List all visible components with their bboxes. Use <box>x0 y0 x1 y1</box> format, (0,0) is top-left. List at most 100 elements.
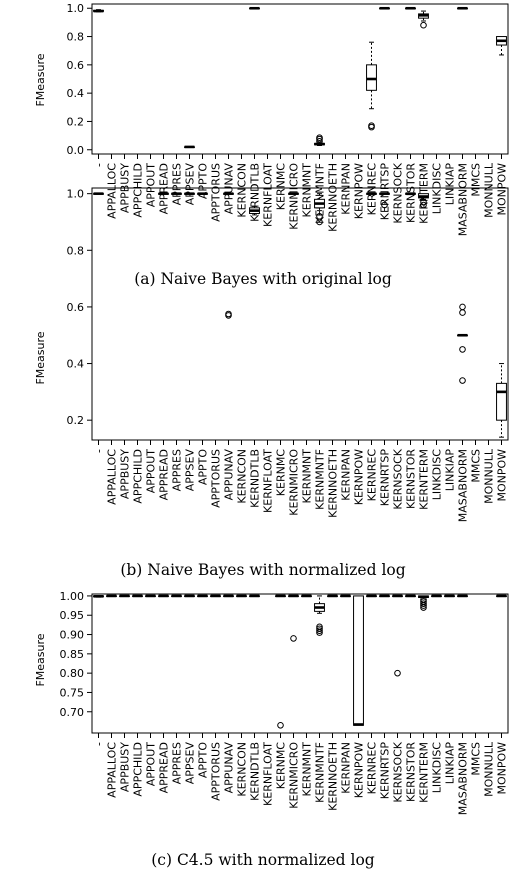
outlier-point <box>225 310 232 318</box>
box-iqr <box>353 595 364 726</box>
caption-c: (c) C4.5 with normalized log <box>151 851 375 869</box>
outlier-point <box>316 625 323 633</box>
x-tick-label: APPRES <box>171 163 184 205</box>
y-tick-label: 0.0 <box>67 144 85 157</box>
x-tick-label: MONNULL <box>483 448 496 504</box>
x-tick-label: KERNSOCK <box>392 162 405 223</box>
x-tick-label: KERNMC <box>275 163 288 211</box>
x-tick-label: KERNMICRO <box>288 449 301 516</box>
box-kernstor <box>405 192 416 195</box>
box-kernstor <box>405 6 416 10</box>
box-- <box>93 192 104 195</box>
box-kernpan <box>340 594 351 598</box>
x-tick-label: APPREAD <box>158 449 171 500</box>
y-tick-label: 1.0 <box>67 188 85 201</box>
x-tick-label: MMCS <box>470 449 483 483</box>
x-tick-label: KERNPOW <box>353 163 366 219</box>
x-tick-label: APPTO <box>197 742 210 779</box>
x-tick-label: KERNREC <box>366 742 379 795</box>
box-kernmc <box>275 594 286 729</box>
panel-c: FMeasure 0.700.750.800.850.900.951.00- AP… <box>34 590 509 869</box>
outlier-point <box>316 137 323 145</box>
box-appsev <box>184 145 195 149</box>
x-tick-label: LINKIAP <box>444 742 457 785</box>
x-tick-label: APPRES <box>171 449 184 491</box>
y-axis-label: FMeasure <box>34 53 47 106</box>
x-tick-label: APPTORUS <box>210 742 223 801</box>
box-monpow <box>496 36 507 56</box>
x-tick-label: KERNMNTF <box>314 742 327 803</box>
x-tick-label: KERNFLOAT <box>262 742 275 806</box>
x-tick-label: KERNSOCK <box>392 448 405 509</box>
x-tick-label: KERNREC <box>366 163 379 216</box>
y-tick-label: 0.8 <box>67 244 85 257</box>
box-appsev <box>184 594 195 598</box>
panel-b: FMeasure 0.2 0.4 0.6 0.8 1.0 - APPALLOC APPBUSY… <box>34 187 509 579</box>
x-tick-label: KERNMNT <box>301 449 314 504</box>
box-kernnoeth <box>327 594 338 598</box>
box-- <box>93 9 104 13</box>
x-tick-label: KERNPAN <box>340 163 353 215</box>
outlier-point <box>459 303 466 311</box>
box-appread <box>158 594 169 598</box>
x-tick-label: KERNRTSP <box>379 449 392 507</box>
box-iqr <box>366 64 377 91</box>
box-kernrtsp <box>379 6 390 10</box>
box-appalloc <box>106 594 117 598</box>
x-tick-label: APPBUSY <box>119 449 132 499</box>
box-appres <box>171 192 182 195</box>
box-masabnorm <box>457 303 468 384</box>
box-appsev <box>184 192 195 195</box>
y-tick-label: 0.70 <box>60 706 85 719</box>
box-monpow <box>496 594 507 598</box>
y-tick-label: 1.00 <box>60 590 85 603</box>
box-masabnorm <box>457 594 468 598</box>
x-tick-label: APPCHILD <box>132 449 145 504</box>
x-tick-label: KERNCON <box>236 449 249 504</box>
x-tick-label: KERNMNTF <box>314 449 327 510</box>
y-tick-label: 0.4 <box>67 358 85 371</box>
x-tick-label: KERNMC <box>275 449 288 497</box>
caption-b: (b) Naive Bayes with normalized log <box>120 561 405 579</box>
box-iqr <box>496 382 507 421</box>
x-tick-label: KERNPAN <box>340 742 353 794</box>
x-tick-label: APPCHILD <box>132 163 145 218</box>
x-tick-label: LINKIAP <box>444 163 457 206</box>
outlier-point <box>459 377 466 384</box>
y-tick-label: 1.0 <box>67 2 85 15</box>
outlier-point <box>316 134 323 142</box>
box-masabnorm <box>457 6 468 10</box>
x-tick-label: APPSEV <box>184 742 197 785</box>
outlier-point <box>459 346 466 353</box>
x-tick-label: KERNTERM <box>418 742 431 803</box>
x-tick-label: APPOUT <box>145 163 158 208</box>
outlier-point <box>290 635 297 642</box>
x-tick-label: KERNDTLB <box>249 742 262 801</box>
x-tick-label: LINKDISC <box>431 449 444 501</box>
x-tick-label: KERNRTSP <box>379 742 392 800</box>
x-tick-label: KERNSTOR <box>405 449 418 509</box>
x-tick-label: APPREAD <box>158 742 171 793</box>
x-tick-label: LINKIAP <box>444 449 457 492</box>
x-tick-label: KERNFLOAT <box>262 449 275 513</box>
box-kernrec <box>366 41 377 131</box>
x-tick-label: APPTORUS <box>210 449 223 508</box>
box-appres <box>171 594 182 598</box>
x-tick-label: MASABNORM <box>457 163 470 236</box>
caption-a: (a) Naive Bayes with original log <box>134 270 392 288</box>
x-tick-label: MASABNORM <box>457 742 470 815</box>
x-tick-label: MONNULL <box>483 162 496 218</box>
x-tick-label: KERNRTSP <box>379 163 392 221</box>
box-kerndtlb <box>249 6 260 10</box>
box-appto <box>197 192 208 195</box>
x-tick-label: APPTO <box>197 449 210 486</box>
box-kerncon <box>236 594 247 598</box>
box-kernrec <box>366 192 377 195</box>
outlier-point <box>381 201 388 209</box>
y-tick-label: 0.90 <box>60 629 85 642</box>
x-tick-label: KERNREC <box>366 449 379 502</box>
x-tick-label: APPTORUS <box>210 163 223 222</box>
x-tick-label: KERNMICRO <box>288 163 301 230</box>
x-tick-label: KERNCON <box>236 742 249 797</box>
